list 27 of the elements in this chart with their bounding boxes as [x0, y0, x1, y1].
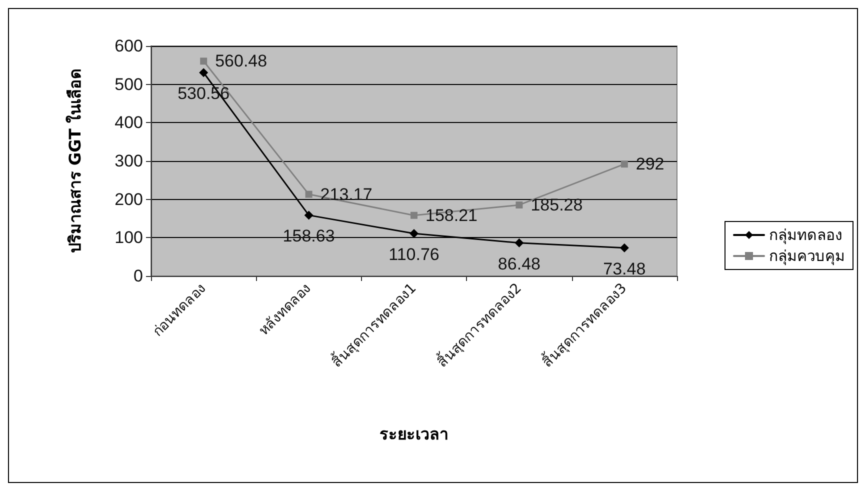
- point: [514, 238, 524, 248]
- legend-label: กลุ่มทดลอง: [769, 226, 842, 245]
- data-label: 213.17: [320, 184, 372, 204]
- data-label: 73.48: [603, 259, 646, 278]
- x-axis-title: ระยะเวลา: [380, 424, 448, 444]
- y-axis-title: ปริมาณสาร GGT ในเลือด: [66, 68, 84, 254]
- point: [304, 210, 314, 220]
- point: [305, 190, 312, 198]
- y-tick-label: 200: [114, 190, 143, 209]
- data-label: 86.48: [498, 254, 540, 274]
- y-tick-label: 400: [114, 113, 143, 132]
- data-label: 185.28: [530, 195, 583, 214]
- data-label: 110.76: [388, 245, 440, 264]
- point: [620, 243, 629, 252]
- point: [516, 201, 523, 208]
- point: [620, 160, 628, 168]
- y-tick-label: 300: [114, 152, 143, 170]
- y-tick-label: 0: [134, 266, 143, 286]
- y-tick-label: 100: [114, 228, 143, 248]
- legend-label: กลุ่มควบคุม: [769, 247, 845, 266]
- point: [200, 58, 208, 65]
- y-tick-label: 600: [114, 36, 143, 56]
- point: [410, 212, 418, 219]
- data-label: 560.48: [215, 52, 268, 71]
- data-label: 158.21: [426, 206, 478, 225]
- y-tick-label: 500: [114, 74, 143, 94]
- point: [199, 68, 208, 78]
